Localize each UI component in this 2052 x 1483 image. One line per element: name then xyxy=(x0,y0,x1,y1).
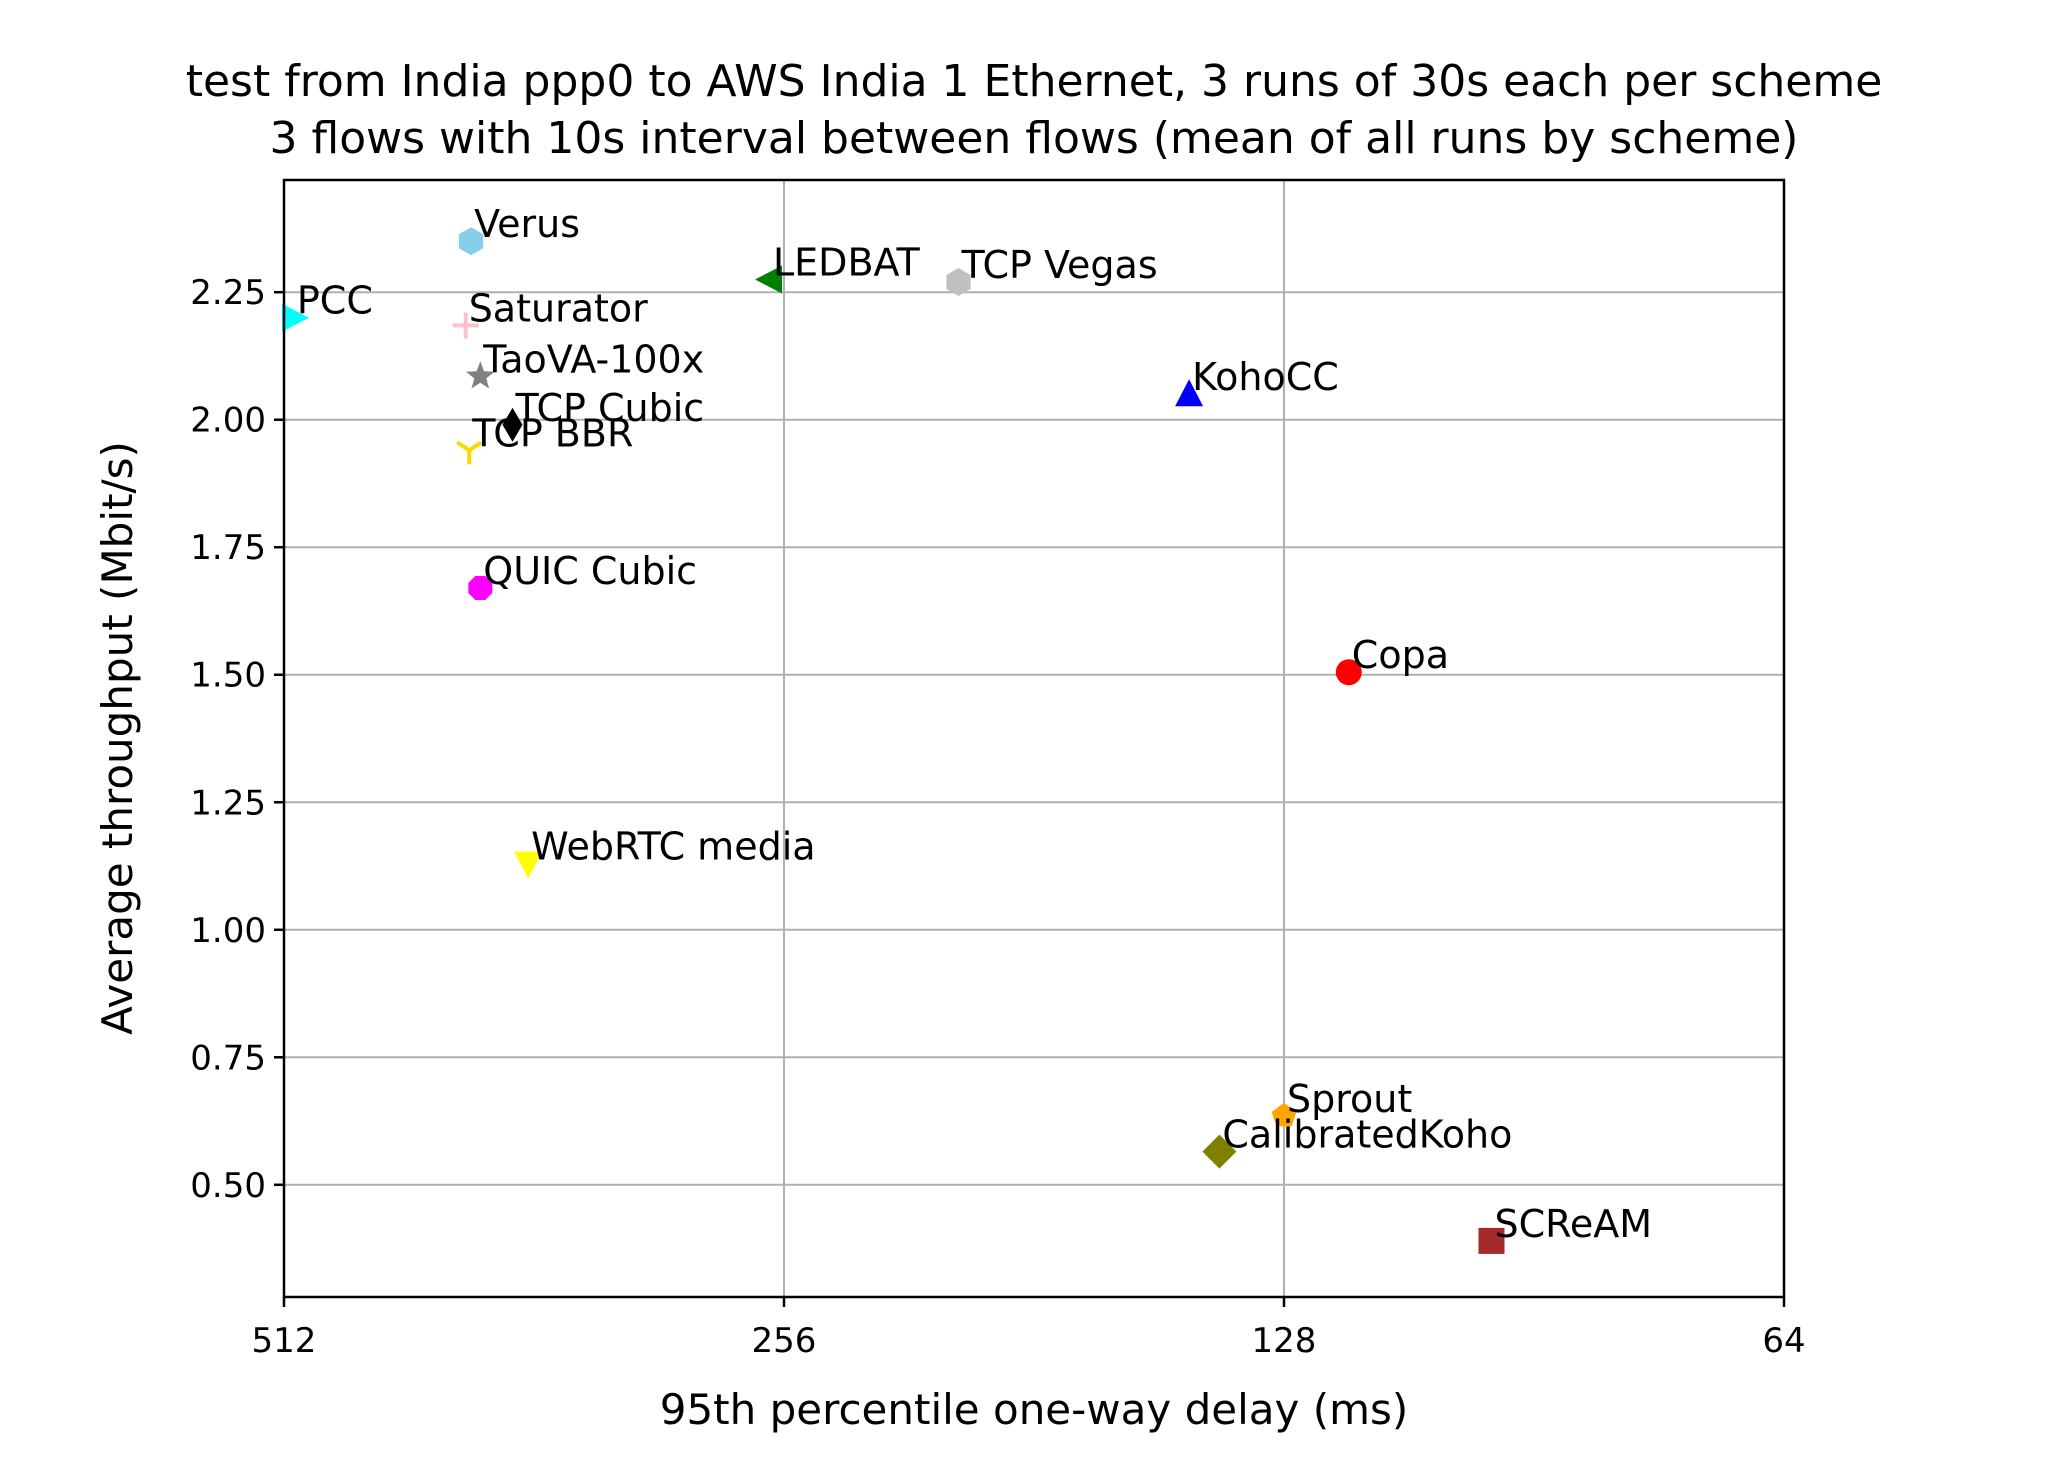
point-label-kohocc: KohoCC xyxy=(1192,355,1339,399)
point-label-pcc: PCC xyxy=(297,279,373,323)
y-tick-label: 1.50 xyxy=(190,656,266,696)
x-tick-label: 512 xyxy=(252,1321,317,1361)
point-tcp-vegas xyxy=(946,268,971,296)
point-label-saturator: Saturator xyxy=(469,286,648,330)
point-copa xyxy=(1335,659,1362,686)
point-ledbat xyxy=(755,265,782,294)
y-tick-label: 1.75 xyxy=(190,528,266,568)
y-tick-label: 1.25 xyxy=(190,783,266,823)
point-taova-100x xyxy=(466,361,495,389)
point-label-copa: Copa xyxy=(1352,633,1449,677)
point-label-tcp-bbr: TCP BBR xyxy=(471,411,633,455)
y-axis-label: Average throughput (Mbit/s) xyxy=(93,441,142,1035)
y-tick-label: 2.00 xyxy=(190,401,266,441)
grid xyxy=(283,180,1785,1297)
point-kohocc xyxy=(1175,379,1204,407)
point-label-ledbat: LEDBAT xyxy=(773,241,921,285)
ticks: 512 256 128 64 0.50 0.75 1.00 1.25 1.50 1.75 2.00 2… xyxy=(190,273,1805,1361)
point-pcc xyxy=(281,303,309,332)
point-label-verus: Verus xyxy=(474,202,580,246)
y-tick-label: 0.75 xyxy=(190,1038,266,1078)
y-tick-label: 0.50 xyxy=(190,1166,266,1206)
point-scream xyxy=(1478,1227,1505,1254)
point-label-taova-100x: TaoVA-100x xyxy=(482,337,704,381)
point-tcp-bbr xyxy=(456,440,483,465)
point-label-scream: SCReAM xyxy=(1495,1202,1653,1246)
point-label-webrtc-media: WebRTC media xyxy=(531,825,815,869)
point-label-sprout: Sprout xyxy=(1287,1077,1412,1121)
point-webrtc-media xyxy=(514,851,543,879)
point-label-tcp-cubic: TCP Cubic xyxy=(515,386,705,430)
point-label-tcp-vegas: TCP Vegas xyxy=(961,243,1158,287)
chart-title-line-2: 3 flows with 10s interval between flows … xyxy=(270,113,1799,164)
x-tick-label: 128 xyxy=(1252,1321,1317,1361)
point-quic-cubic xyxy=(468,575,493,601)
plot-frame xyxy=(282,178,1786,1299)
point-label-quic-cubic: QUIC Cubic xyxy=(483,549,697,593)
point-calibratedkoho xyxy=(1202,1134,1237,1169)
point-saturator xyxy=(452,312,479,339)
point-label-calibratedkoho: CalibratedKoho xyxy=(1222,1113,1512,1157)
point-verus xyxy=(458,227,484,256)
point-sprout xyxy=(1271,1102,1297,1127)
y-tick-label: 2.25 xyxy=(190,273,266,313)
x-axis-label: 95th percentile one-way delay (ms) xyxy=(660,1385,1409,1434)
point-labels: Verus LEDBAT TCP Vegas PCC Saturator TaoVA-10… xyxy=(297,202,1652,1246)
x-tick-label: 256 xyxy=(752,1321,817,1361)
y-tick-label: 1.00 xyxy=(190,911,266,951)
chart-title-line-1: test from India ppp0 to AWS India 1 Ethe… xyxy=(186,56,1883,107)
markers xyxy=(281,227,1505,1254)
x-tick-label: 64 xyxy=(1762,1321,1805,1361)
point-tcp-cubic xyxy=(502,407,523,442)
